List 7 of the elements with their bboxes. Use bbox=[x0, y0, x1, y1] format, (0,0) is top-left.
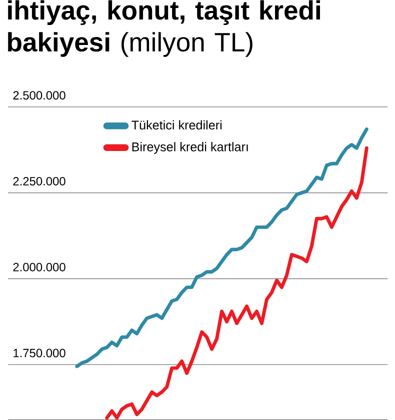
legend-label: Bireysel kredi kartları bbox=[132, 142, 248, 154]
y-tick-label: 2.000.000 bbox=[13, 262, 66, 272]
legend-label: Tüketici kredileri bbox=[132, 120, 222, 130]
y-tick-label: 2.250.000 bbox=[13, 176, 66, 186]
y-tick-label: 2.500.000 bbox=[13, 91, 66, 100]
chart-title: ihtiyaç, konut, taşıt kredi bakiyesi (milyon TL) bbox=[8, 0, 320, 57]
y-tick-label: 1.750.000 bbox=[14, 348, 66, 358]
